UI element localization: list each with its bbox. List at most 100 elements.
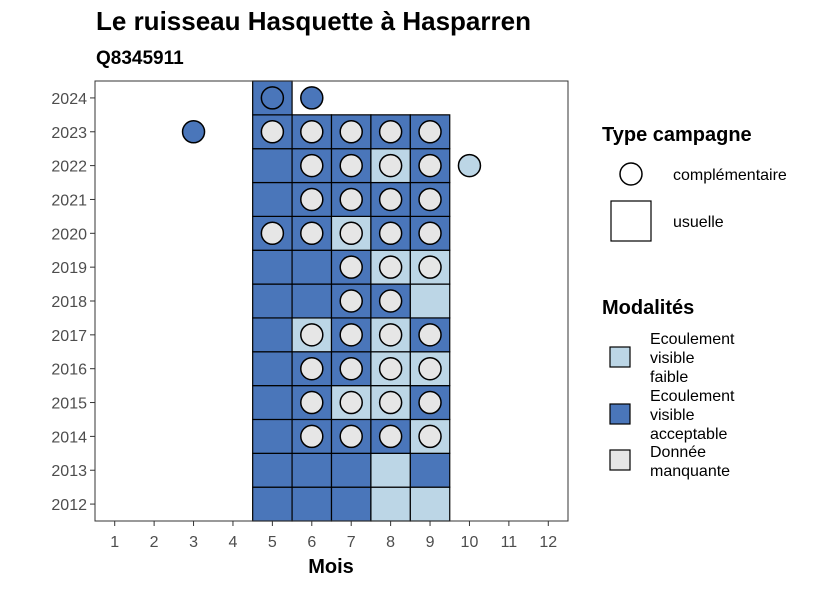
usuelle-cell-2013-5 bbox=[252, 452, 293, 488]
complementaire-point-2021-6 bbox=[300, 187, 324, 212]
legend: Type campagne Modalités complémentaire us… bbox=[602, 124, 787, 480]
x-tick-label-8: 8 bbox=[386, 534, 395, 551]
complementaire-point-2018-7 bbox=[339, 289, 363, 313]
complementaire-point-2023-9 bbox=[418, 120, 442, 144]
complementaire-point-2016-7 bbox=[339, 356, 363, 381]
complementaire-point-2020-5 bbox=[260, 221, 285, 246]
complementaire-point-2024-6 bbox=[300, 86, 324, 110]
complementaire-point-2016-9 bbox=[418, 356, 442, 381]
complementaire-point-2017-7 bbox=[339, 323, 363, 347]
complementaire-point-2020-6 bbox=[300, 221, 324, 246]
axes: 1 2 3 4 5 6 7 8 9 10 11 122012201320142015201620172… bbox=[51, 80, 569, 551]
complementaire-point-2015-6 bbox=[300, 390, 324, 415]
x-tick-label-12: 12 bbox=[539, 534, 557, 551]
x-tick-label-7: 7 bbox=[347, 534, 356, 551]
complementaire-point-2014-9 bbox=[418, 424, 442, 449]
complementaire-point-2019-8 bbox=[378, 255, 403, 279]
y-tick-label-2023: 2023 bbox=[51, 125, 87, 142]
usuelle-cell-2018-6 bbox=[291, 283, 333, 319]
y-tick-label-2022: 2022 bbox=[51, 159, 87, 176]
x-tick-label-1: 1 bbox=[110, 534, 119, 551]
y-tick-label-2013: 2013 bbox=[51, 463, 87, 480]
legend-key-ecoulement_acceptable bbox=[609, 403, 631, 425]
x-tick-label-9: 9 bbox=[426, 534, 435, 551]
legend-key-ecoulement_faible bbox=[609, 346, 631, 368]
y-tick-label-2018: 2018 bbox=[51, 294, 87, 311]
x-tick-label-3: 3 bbox=[189, 534, 198, 551]
complementaire-point-2014-6 bbox=[300, 424, 324, 449]
usuelle-cell-2013-6 bbox=[291, 452, 333, 488]
legend-label-complementaire: complémentaire bbox=[673, 167, 787, 184]
y-tick-label-2021: 2021 bbox=[51, 192, 87, 209]
complementaire-point-2023-7 bbox=[339, 120, 363, 144]
complementaire-point-2022-8 bbox=[378, 153, 403, 178]
x-tick-label-11: 11 bbox=[501, 534, 518, 551]
usuelle-cell-2021-5 bbox=[252, 181, 293, 217]
complementaire-point-2023-3 bbox=[181, 120, 206, 144]
usuelle-cell-2019-5 bbox=[252, 249, 293, 285]
usuelle-cell-2013-9 bbox=[409, 452, 451, 488]
legend-key-donnee_manquante bbox=[609, 449, 631, 471]
usuelle-cell-2019-6 bbox=[291, 249, 333, 285]
y-tick-label-2024: 2024 bbox=[51, 91, 87, 108]
complementaire-point-2015-7 bbox=[339, 390, 363, 415]
usuelle-cell-2012-7 bbox=[330, 486, 372, 522]
y-tick-label-2020: 2020 bbox=[51, 226, 87, 243]
complementaire-point-2023-5 bbox=[260, 120, 285, 144]
complementaire-point-2023-6 bbox=[300, 120, 324, 144]
x-tick-label-4: 4 bbox=[229, 534, 238, 551]
legend-label-usuelle: usuelle bbox=[673, 214, 724, 231]
usuelle-cell-2012-9 bbox=[409, 486, 451, 522]
complementaire-point-2020-8 bbox=[378, 221, 403, 246]
y-tick-label-2012: 2012 bbox=[51, 497, 87, 514]
y-tick-label-2019: 2019 bbox=[51, 260, 87, 277]
complementaire-point-2021-9 bbox=[418, 187, 442, 212]
legend-modalites-title: Modalités bbox=[602, 297, 694, 319]
usuelle-cell-2016-5 bbox=[252, 351, 293, 387]
complementaire-point-2017-8 bbox=[378, 323, 403, 347]
usuelle-cell-2012-6 bbox=[291, 486, 333, 522]
plot-area bbox=[95, 80, 568, 522]
complementaire-point-2014-8 bbox=[378, 424, 403, 449]
x-tick-label-2: 2 bbox=[150, 534, 159, 551]
y-tick-label-2017: 2017 bbox=[51, 328, 87, 345]
complementaire-point-2022-9 bbox=[418, 153, 442, 178]
legend-label-ecoulement_acceptable: Ecoulement visible acceptable bbox=[650, 388, 735, 443]
complementaire-point-2015-9 bbox=[418, 390, 442, 415]
legend-label-ecoulement_faible: Ecoulement visible faible bbox=[650, 331, 735, 386]
complementaire-point-2018-8 bbox=[378, 289, 403, 313]
complementaire-point-2016-8 bbox=[378, 356, 403, 381]
usuelle-cell-2017-5 bbox=[252, 317, 293, 353]
complementaire-point-2021-8 bbox=[378, 187, 403, 212]
y-tick-label-2016: 2016 bbox=[51, 362, 87, 379]
complementaire-point-2014-7 bbox=[339, 424, 363, 449]
complementaire-point-2022-6 bbox=[300, 153, 324, 178]
complementaire-point-2022-7 bbox=[339, 153, 363, 178]
x-tick-label-6: 6 bbox=[307, 534, 316, 551]
usuelle-cell-2015-5 bbox=[252, 385, 293, 421]
x-tick-label-10: 10 bbox=[461, 534, 479, 551]
usuelle-cell-2018-5 bbox=[252, 283, 293, 319]
chart-title: Le ruisseau Hasquette à Hasparren bbox=[96, 6, 531, 36]
complementaire-point-2023-8 bbox=[378, 120, 403, 144]
complementaire-point-2017-9 bbox=[418, 323, 442, 347]
usuelle-cell-2022-5 bbox=[252, 148, 293, 184]
usuelle-cell-2012-5 bbox=[252, 486, 293, 522]
usuelle-cell-2013-7 bbox=[330, 452, 372, 488]
complementaire-point-2020-9 bbox=[418, 221, 442, 246]
complementaire-point-2015-8 bbox=[378, 390, 403, 415]
legend-label-donnee_manquante: Donnée manquante bbox=[650, 444, 730, 480]
legend-type-title: Type campagne bbox=[602, 124, 752, 146]
usuelle-cell-2012-8 bbox=[370, 486, 411, 522]
x-axis-title: Mois bbox=[308, 556, 354, 578]
usuelle-cell-2014-5 bbox=[252, 418, 293, 454]
complementaire-point-2019-7 bbox=[339, 255, 363, 279]
y-tick-label-2015: 2015 bbox=[51, 396, 87, 413]
legend-key-complementaire bbox=[619, 162, 643, 186]
usuelle-cell-2013-8 bbox=[370, 452, 411, 488]
x-tick-label-5: 5 bbox=[268, 534, 277, 551]
chart-subtitle: Q8345911 bbox=[96, 48, 184, 69]
complementaire-point-2021-7 bbox=[339, 187, 363, 212]
complementaire-point-2016-6 bbox=[300, 356, 324, 381]
